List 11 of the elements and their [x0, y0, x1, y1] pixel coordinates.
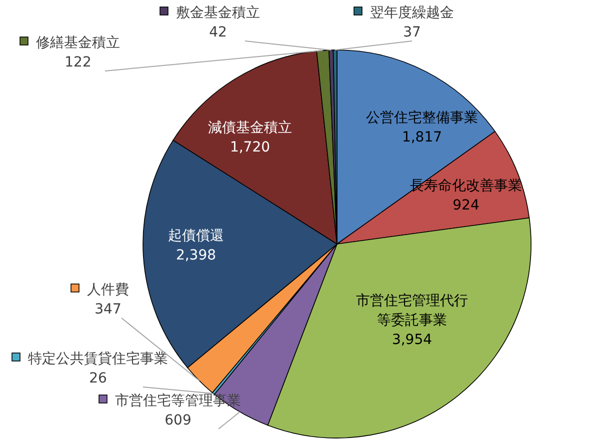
- slice-label: 敷金基金積立 42: [176, 5, 260, 41]
- slice-label: 長寿命化改善事業 924: [410, 178, 522, 214]
- slice-label: 市営住宅等管理事業 609: [115, 393, 241, 429]
- slice-label: 人件費 347: [87, 282, 129, 318]
- slice-label: 修繕基金積立 122: [36, 35, 120, 71]
- slice-label: 市営住宅管理代行等委託事業 3,954: [356, 293, 468, 348]
- slice-label: 減債基金積立 1,720: [208, 120, 292, 156]
- slice-label: 起債償還 2,398: [168, 228, 224, 264]
- slice-label: 翌年度繰越金 37: [370, 5, 454, 41]
- slice-label: 公営住宅整備事業 1,817: [366, 110, 478, 146]
- slice-label: 特定公共賃貸住宅事業 26: [28, 351, 168, 387]
